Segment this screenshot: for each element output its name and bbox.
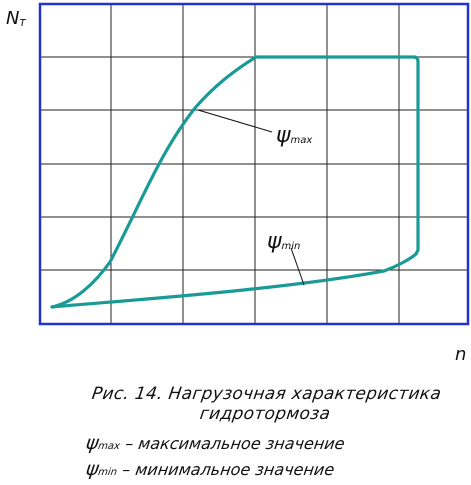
psi-max-curve [50,55,416,309]
legend-text: – минимальное значение [116,460,336,479]
y-axis-label: NT [6,8,26,29]
psi-max-leader [197,109,273,133]
psi-max-label: ψmax [276,123,312,148]
legend-item-psi-min: ψmin – минимальное значение [84,458,335,480]
x-axis-label: n [455,344,466,365]
plot-frame [38,2,470,326]
caption-title: Рис. 14. Нагрузочная характеристика [90,384,443,404]
legend-text: – максимальное значение [118,434,346,453]
curves [50,55,420,309]
psi-min-leader [290,247,305,286]
legend-subscript: max [97,441,121,452]
legend-subscript: min [97,467,118,478]
legend-item-psi-max: ψmax – максимальное значение [84,432,346,454]
psi-min-label: ψmin [267,229,300,254]
psi-min-curve [50,252,418,309]
grid [40,4,468,324]
caption-subtitle: гидротормоза [198,404,332,424]
psi-closing-segment [412,55,420,256]
